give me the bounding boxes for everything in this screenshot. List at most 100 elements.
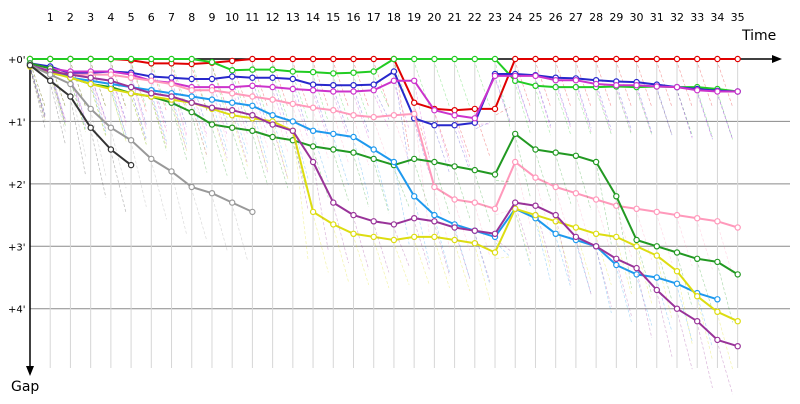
series-7-trace — [152, 96, 166, 141]
series-4-trace — [658, 92, 672, 135]
series-5-point — [715, 219, 720, 224]
series-8-point — [634, 244, 639, 249]
x-tick-label: 31 — [650, 11, 664, 24]
series-9-point — [573, 234, 578, 239]
series-4-point — [654, 84, 659, 89]
series-6-point — [594, 159, 599, 164]
series-4-trace — [617, 91, 631, 133]
series-9-point — [68, 72, 73, 77]
series-7-point — [634, 272, 639, 277]
series-10-point — [129, 138, 134, 143]
series-1-trace — [577, 65, 591, 107]
series-9-point — [735, 344, 740, 349]
series-8-trace — [516, 215, 530, 263]
series-5-point — [209, 88, 214, 93]
x-tick-label: 30 — [630, 11, 644, 24]
x-tick-label: 2 — [67, 11, 74, 24]
x-tick-label: 15 — [326, 11, 340, 24]
series-9-point — [250, 113, 255, 118]
series-1-point — [533, 56, 538, 61]
series-2-point — [270, 67, 275, 72]
series-6-point — [492, 172, 497, 177]
x-tick-label: 14 — [306, 11, 320, 24]
series-2-trace — [597, 93, 611, 134]
series-4-point — [695, 88, 700, 93]
series-9-point — [169, 94, 174, 99]
series-8-point — [654, 253, 659, 258]
series-3-trace — [597, 86, 611, 129]
series-4-trace — [435, 116, 449, 163]
series-6-trace — [253, 137, 267, 185]
series-10-point — [88, 106, 93, 111]
series-1-trace — [557, 65, 571, 107]
series-2-point — [492, 56, 497, 61]
series-3-point — [250, 75, 255, 80]
series-11-point — [88, 125, 93, 130]
series-5-point — [129, 75, 134, 80]
x-tick-label: 32 — [670, 11, 684, 24]
series-2-point — [88, 56, 93, 61]
series-2-point — [452, 56, 457, 61]
series-7-point — [270, 113, 275, 118]
series-8-point — [331, 222, 336, 227]
series-8-point — [452, 237, 457, 242]
series-6-point — [250, 128, 255, 133]
series-7-point — [654, 275, 659, 280]
series-2-point — [290, 69, 295, 74]
series-5-point — [432, 184, 437, 189]
series-1-point — [290, 56, 295, 61]
y-tick-label: +0' — [8, 55, 26, 66]
series-3-trace — [617, 87, 631, 130]
series-9-point — [513, 200, 518, 205]
x-tick-label: 6 — [148, 11, 155, 24]
x-tick-label: 13 — [286, 11, 300, 24]
series-4-point — [634, 83, 639, 88]
series-9-trace — [354, 221, 368, 269]
x-tick-label: 25 — [528, 11, 542, 24]
series-6-point — [513, 131, 518, 136]
series-9 — [27, 63, 740, 395]
series-10-point — [108, 125, 113, 130]
series-6-trace — [193, 118, 207, 172]
series-4-point — [735, 89, 740, 94]
series-2-point — [331, 71, 336, 76]
series-10-trace — [233, 209, 247, 260]
series-5-point — [654, 209, 659, 214]
series-4-point — [432, 108, 437, 113]
series-5-point — [311, 105, 316, 110]
series-4-trace — [597, 90, 611, 133]
series-9-point — [432, 219, 437, 224]
series-6-point — [270, 134, 275, 139]
series-5-point — [674, 213, 679, 218]
series-9-line — [30, 65, 738, 346]
series-9-point — [371, 219, 376, 224]
series-10-trace — [193, 193, 207, 241]
series-3-point — [209, 76, 214, 81]
series-6-point — [209, 122, 214, 127]
x-tick-label: 22 — [468, 11, 482, 24]
series-2-point — [149, 56, 154, 61]
series-6-point — [311, 144, 316, 149]
series-1-point — [331, 56, 336, 61]
series-6-point — [735, 272, 740, 277]
series-2-trace — [294, 77, 308, 120]
series-6-point — [634, 237, 639, 242]
series-5-point — [533, 175, 538, 180]
series-9-point — [149, 91, 154, 96]
series-7-trace — [395, 168, 409, 244]
series-2-point — [169, 56, 174, 61]
series-1-point — [594, 56, 599, 61]
series-2-trace — [557, 93, 571, 135]
series-6-trace — [213, 131, 227, 176]
x-tick-label: 7 — [168, 11, 175, 24]
series-8-point — [391, 237, 396, 242]
x-tick-label: 3 — [87, 11, 94, 24]
series-6-point — [472, 168, 477, 173]
series-7-point — [371, 147, 376, 152]
series-2-point — [189, 56, 194, 61]
series-10-point — [209, 191, 214, 196]
series-9-point — [533, 203, 538, 208]
series-10-trace — [92, 115, 106, 176]
series-6-point — [654, 244, 659, 249]
series-7-point — [189, 94, 194, 99]
